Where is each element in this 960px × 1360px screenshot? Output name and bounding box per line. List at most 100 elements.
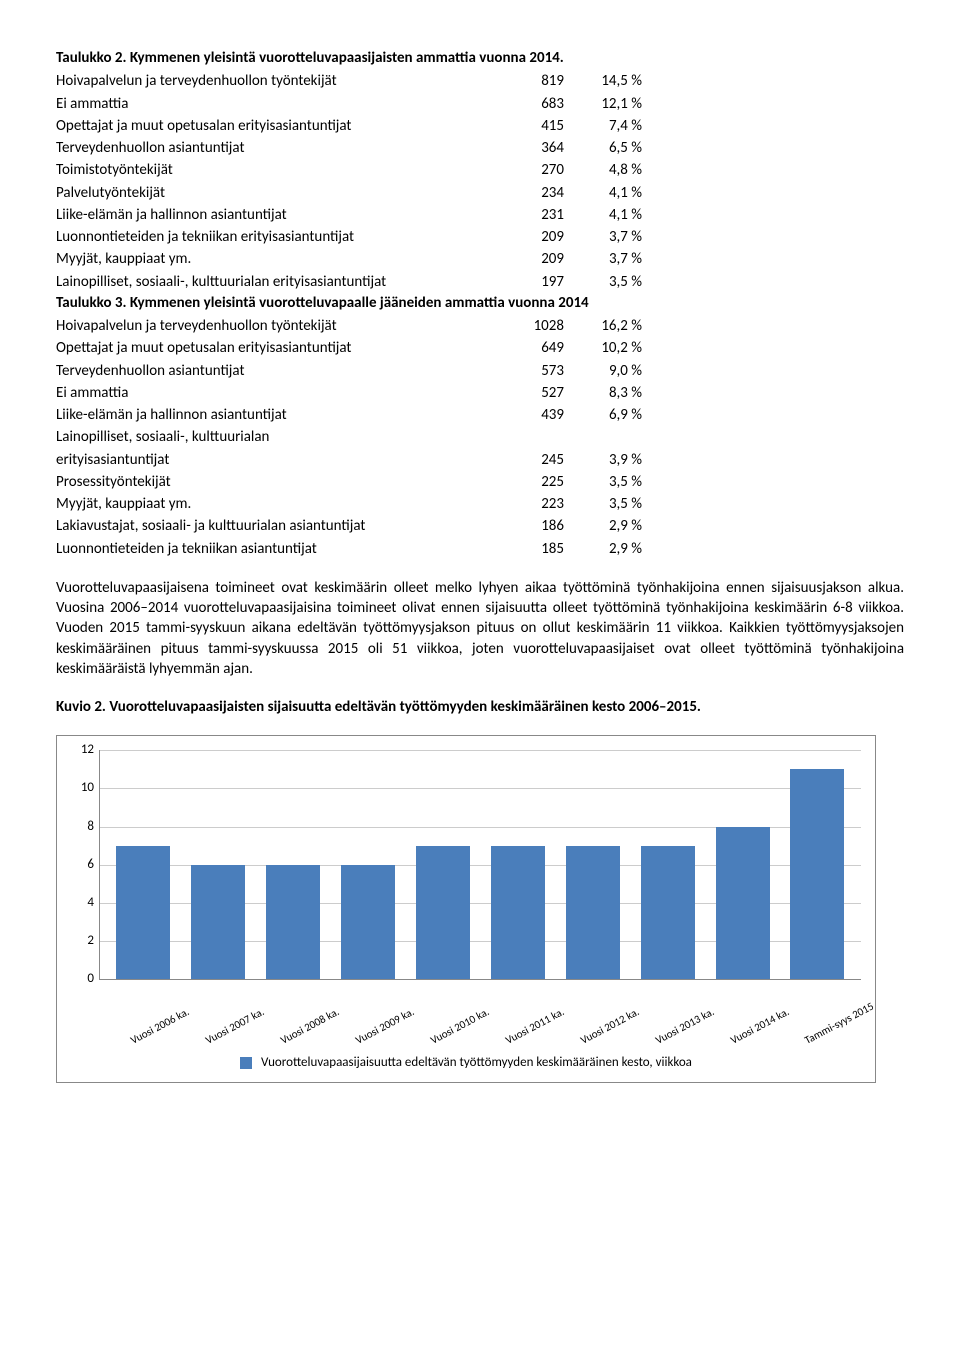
table-cell: 1028 — [494, 315, 564, 337]
table-cell: 3,7 % — [572, 248, 642, 270]
table-cell: 573 — [494, 360, 564, 382]
table-cell: 3,7 % — [572, 226, 642, 248]
table-row-label: Opettajat ja muut opetusalan erityisasia… — [56, 115, 486, 137]
table-cell: 234 — [494, 182, 564, 204]
legend-swatch — [240, 1057, 252, 1069]
table-cell — [494, 426, 564, 448]
table-row-label: Lainopilliset, sosiaali-, kulttuurialan … — [56, 271, 486, 293]
bar-chart: 024681012Vuosi 2006 ka.Vuosi 2007 ka.Vuo… — [99, 750, 861, 1010]
table-cell: 186 — [494, 515, 564, 537]
table-row-label: Myyjät, kauppiaat ym. — [56, 493, 486, 515]
chart-container: 0 2 4 6 8 10 12 Vuosi 2006 ka. Vuosi 2007 ka. Vuo… — [56, 735, 876, 1083]
y-tick-label: 2 — [72, 932, 94, 950]
table-cell: 12,1 % — [572, 93, 642, 115]
table-cell: 8,3 % — [572, 382, 642, 404]
chart-legend: Vuorotteluvapaasijaisuutta edeltävän työ… — [71, 1054, 861, 1072]
table-cell: 6,9 % — [572, 404, 642, 426]
table-row-label: Lainopilliset, sosiaali-, kulttuurialan — [56, 426, 486, 448]
table-cell: 9,0 % — [572, 360, 642, 382]
table-row-label: erityisasiantuntijat — [56, 449, 486, 471]
table-cell: 527 — [494, 382, 564, 404]
table-cell: 3,5 % — [572, 471, 642, 493]
x-tick-label: Vuosi 2013 ka. — [653, 1010, 708, 1048]
table-cell: 364 — [494, 137, 564, 159]
table3: Hoivapalvelun ja terveydenhuollon työnte… — [56, 315, 904, 560]
table-cell: 3,5 % — [572, 271, 642, 293]
table-cell: 3,5 % — [572, 493, 642, 515]
table-cell: 2,9 % — [572, 515, 642, 537]
x-tick-label: Vuosi 2007 ka. — [204, 1010, 259, 1048]
y-tick-label: 12 — [72, 741, 94, 759]
table-cell: 819 — [494, 70, 564, 92]
table-cell: 245 — [494, 449, 564, 471]
body-paragraph: Vuorotteluvapaasijaisena toimineet ovat … — [56, 578, 904, 679]
table-cell: 6,5 % — [572, 137, 642, 159]
table-row-label: Terveydenhuollon asiantuntijat — [56, 137, 486, 159]
table2-title: Taulukko 2. Kymmenen yleisintä vuorottel… — [56, 48, 904, 68]
table-cell: 185 — [494, 538, 564, 560]
table-row-label: Ei ammattia — [56, 93, 486, 115]
table-row-label: Palvelutyöntekijät — [56, 182, 486, 204]
table-cell: 415 — [494, 115, 564, 137]
table-cell: 10,2 % — [572, 337, 642, 359]
table-row-label: Prosessityöntekijät — [56, 471, 486, 493]
table-row-label: Luonnontieteiden ja tekniikan erityisasi… — [56, 226, 486, 248]
y-tick-label: 6 — [72, 856, 94, 874]
table-row-label: Lakiavustajat, sosiaali- ja kulttuuriala… — [56, 515, 486, 537]
table-row-label: Liike-elämän ja hallinnon asiantuntijat — [56, 404, 486, 426]
table-row-label: Myyjät, kauppiaat ym. — [56, 248, 486, 270]
chart-bar — [116, 846, 170, 980]
table3-title: Taulukko 3. Kymmenen yleisintä vuorottel… — [56, 293, 904, 313]
table-cell: 225 — [494, 471, 564, 493]
table-row-label: Toimistotyöntekijät — [56, 159, 486, 181]
y-tick-label: 0 — [72, 970, 94, 988]
chart-bar — [641, 846, 695, 980]
table2: Hoivapalvelun ja terveydenhuollon työnte… — [56, 70, 904, 293]
y-tick-label: 4 — [72, 894, 94, 912]
x-tick-label: Vuosi 2012 ka. — [578, 1010, 633, 1048]
x-tick-label: Vuosi 2014 ka. — [728, 1010, 783, 1048]
chart-bar — [191, 865, 245, 980]
x-tick-label: Vuosi 2011 ka. — [503, 1010, 558, 1048]
table-row-label: Terveydenhuollon asiantuntijat — [56, 360, 486, 382]
x-tick-label: Vuosi 2006 ka. — [129, 1010, 184, 1048]
table-row-label: Ei ammattia — [56, 382, 486, 404]
table-cell: 209 — [494, 248, 564, 270]
x-tick-label: Tammi-syys 2015 — [803, 1010, 858, 1048]
chart-bar — [566, 846, 620, 980]
table-cell: 2,9 % — [572, 538, 642, 560]
y-tick-label: 10 — [72, 780, 94, 798]
table-cell: 197 — [494, 271, 564, 293]
table-cell: 14,5 % — [572, 70, 642, 92]
x-tick-label: Vuosi 2010 ka. — [428, 1010, 483, 1048]
chart-bar — [790, 769, 844, 979]
chart-bar — [491, 846, 545, 980]
x-tick-label: Vuosi 2009 ka. — [353, 1010, 408, 1048]
table-cell: 209 — [494, 226, 564, 248]
table-cell: 4,8 % — [572, 159, 642, 181]
table-row-label: Opettajat ja muut opetusalan erityisasia… — [56, 337, 486, 359]
table-cell: 3,9 % — [572, 449, 642, 471]
table-cell: 4,1 % — [572, 182, 642, 204]
table-cell — [572, 426, 642, 448]
table-row-label: Liike-elämän ja hallinnon asiantuntijat — [56, 204, 486, 226]
table-cell: 16,2 % — [572, 315, 642, 337]
table-cell: 223 — [494, 493, 564, 515]
table-cell: 7,4 % — [572, 115, 642, 137]
table-cell: 4,1 % — [572, 204, 642, 226]
table-cell: 649 — [494, 337, 564, 359]
table-row-label: Hoivapalvelun ja terveydenhuollon työnte… — [56, 315, 486, 337]
chart-bar — [266, 865, 320, 980]
table-cell: 231 — [494, 204, 564, 226]
chart-title: Kuvio 2. Vuorotteluvapaasijaisten sijais… — [56, 697, 904, 717]
chart-bar — [341, 865, 395, 980]
table-cell: 683 — [494, 93, 564, 115]
x-tick-label: Vuosi 2008 ka. — [279, 1010, 334, 1048]
table-cell: 270 — [494, 159, 564, 181]
table-cell: 439 — [494, 404, 564, 426]
table-row-label: Luonnontieteiden ja tekniikan asiantunti… — [56, 538, 486, 560]
y-tick-label: 8 — [72, 818, 94, 836]
chart-bar — [416, 846, 470, 980]
table-row-label: Hoivapalvelun ja terveydenhuollon työnte… — [56, 70, 486, 92]
chart-bar — [716, 827, 770, 980]
